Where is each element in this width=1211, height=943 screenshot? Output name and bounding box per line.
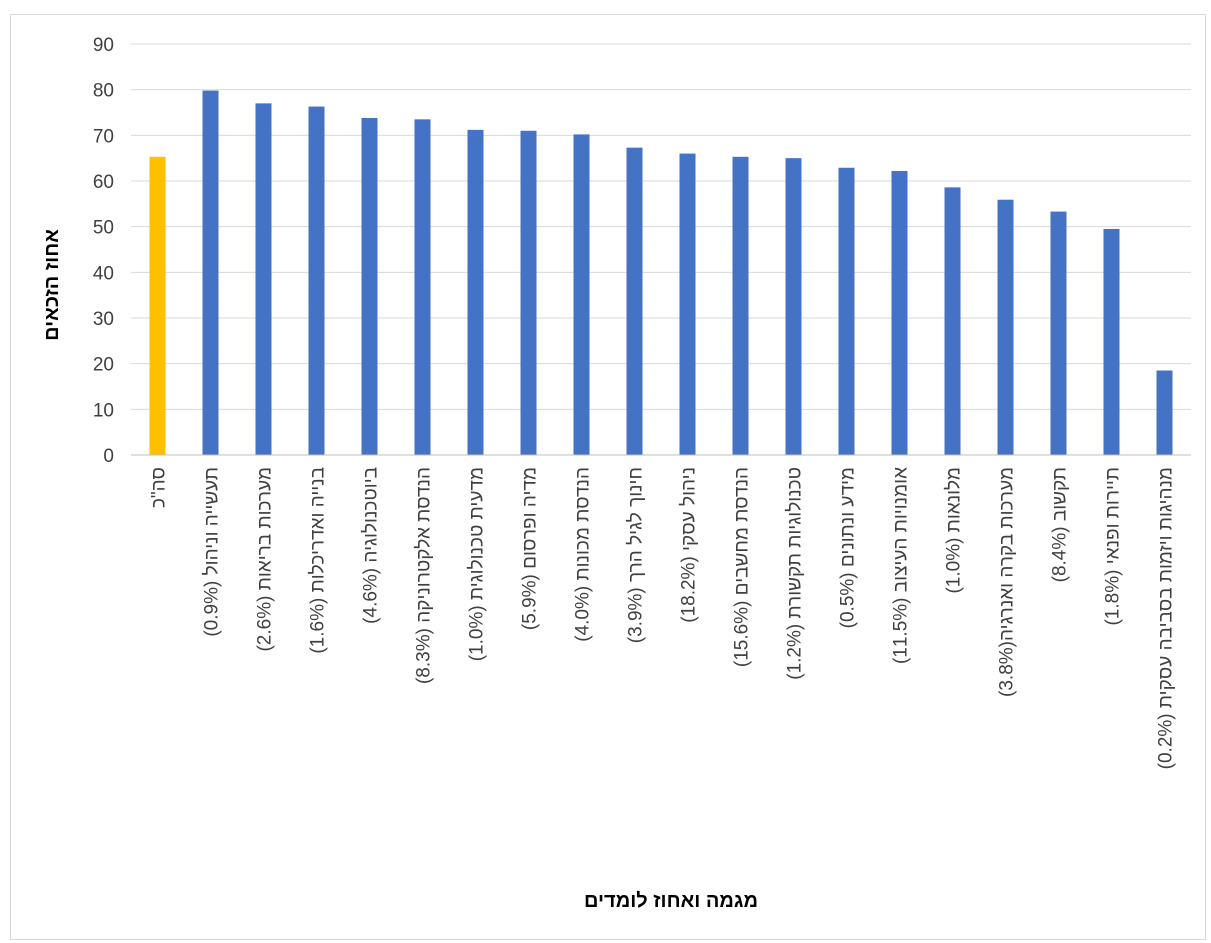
x-category-label: אומנויות העיצוב (11.5%) — [891, 467, 912, 664]
y-tick-label: 10 — [93, 400, 114, 421]
bar-1 — [202, 90, 219, 455]
x-category-label: מערכות בריאות (2.6%) — [255, 467, 276, 652]
bar-5 — [414, 119, 431, 455]
x-category-label: ניהול עסקי (18.2%) — [679, 467, 700, 623]
x-category-label: מדיה ופרסום (5.9%) — [520, 467, 541, 630]
bar-4 — [361, 117, 378, 455]
x-axis-title: מגמה ואחוז לומדים — [584, 890, 758, 912]
bar-0 — [149, 156, 166, 455]
y-axis-title: אחוז הזכאים — [41, 229, 63, 341]
x-category-label: סה"כ — [149, 467, 170, 508]
y-tick-label: 90 — [93, 35, 114, 56]
y-tick-label: 0 — [103, 446, 114, 467]
x-category-label: תיירות ופנאי (1.8%) — [1103, 467, 1124, 626]
bar-16 — [997, 199, 1014, 455]
bar-6 — [467, 129, 484, 455]
x-category-label: תעשייה וניהול (0.9%) — [202, 467, 223, 637]
gridlines — [131, 43, 1191, 410]
x-category-label: הנדסת מכונות (4.0%) — [573, 467, 594, 642]
bar-13 — [838, 167, 855, 456]
x-category-label: בנייה ואדריכלות (1.6%) — [308, 467, 329, 654]
bar-11 — [732, 156, 749, 455]
bar-12 — [785, 158, 802, 455]
x-category-label: מידע ונתונים (0.5%) — [838, 467, 859, 628]
x-category-label: חינוך לגיל הרך (3.9%) — [626, 467, 647, 643]
x-category-label: טכנולוגיות תקשורת (1.2%) — [785, 467, 806, 680]
x-category-label: מנהיגות ויזמות בסביבה עסקית (0.2%) — [1156, 467, 1177, 769]
bar-2 — [255, 103, 272, 455]
bar-14 — [891, 170, 908, 455]
bars — [149, 90, 1173, 456]
bar-17 — [1050, 211, 1067, 455]
bar-15 — [944, 187, 961, 456]
y-axis-ticks: 0 10 20 30 40 50 60 70 80 90 — [93, 35, 114, 467]
x-category-label: מלונאות (1.0%) — [944, 467, 965, 594]
bar-18 — [1103, 228, 1120, 455]
chart-frame: 0 10 20 30 40 50 60 70 80 90 סה"כ תעשייה וניהול (0… — [10, 14, 1206, 940]
x-axis-categories: סה"כ תעשייה וניהול (0.9%) מערכות בריאות (2… — [149, 467, 1177, 769]
y-tick-label: 80 — [93, 81, 114, 102]
bar-7 — [520, 130, 537, 455]
bar-9 — [626, 147, 643, 455]
x-category-label: מדעית טכנולוגית (1.0%) — [467, 467, 488, 661]
y-tick-label: 30 — [93, 309, 114, 330]
bar-3 — [308, 106, 325, 456]
y-tick-label: 60 — [93, 172, 114, 193]
bar-chart: 0 10 20 30 40 50 60 70 80 90 סה"כ תעשייה וניהול (0… — [41, 35, 1191, 912]
y-tick-label: 20 — [93, 355, 114, 376]
bar-10 — [679, 153, 696, 455]
y-tick-label: 40 — [93, 263, 114, 284]
x-category-label: הנדסת מחשבים (15.6%) — [732, 467, 753, 667]
y-tick-label: 50 — [93, 218, 114, 239]
bar-8 — [573, 134, 590, 456]
y-tick-label: 70 — [93, 126, 114, 147]
x-category-label: הנדסת אלקטרוניקה (8.3%) — [414, 467, 435, 684]
x-category-label: תקשוב (8.4%) — [1050, 467, 1071, 582]
x-category-label: ביוטכנולוגיה (4.6%) — [361, 467, 382, 624]
x-category-label: מערכות בקרה ואנרגיה(3.8%) — [997, 467, 1018, 697]
bar-19 — [1156, 370, 1173, 455]
